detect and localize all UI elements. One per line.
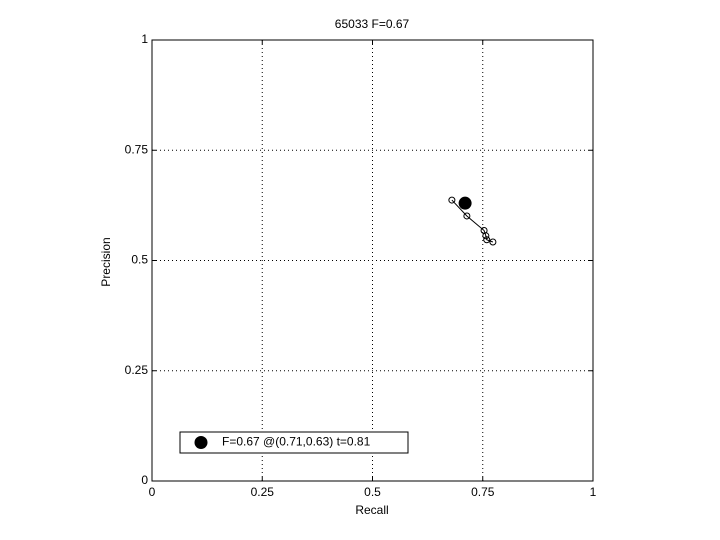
legend-box: [179, 431, 409, 454]
y-tick-label: 0.25: [125, 363, 149, 377]
point: [448, 196, 456, 204]
y-tick-label: 1: [141, 32, 148, 46]
legend-marker: [194, 436, 208, 449]
y-tick-label: 0.75: [125, 142, 149, 156]
x-tick-label: 0: [149, 485, 156, 499]
point: [489, 238, 497, 246]
point: [482, 232, 490, 240]
y-tick-label: 0.5: [131, 253, 148, 267]
chart-title: 65033 F=0.67: [335, 17, 410, 31]
y-axis-label: Precision: [99, 237, 113, 286]
plot-frame: [151, 39, 594, 482]
best-point: [458, 196, 472, 210]
x-axis-label: Recall: [355, 503, 388, 517]
legend: F=0.67 @(0.71,0.63) t=0.81: [179, 431, 409, 454]
x-tick-label: 0.5: [364, 485, 381, 499]
x-tick-label: 1: [590, 485, 597, 499]
point: [463, 212, 471, 220]
point: [483, 236, 491, 244]
legend-label: F=0.67 @(0.71,0.63) t=0.81: [222, 435, 371, 449]
x-tick-label: 0.75: [471, 485, 495, 499]
y-tick-label: 0: [141, 473, 148, 487]
x-tick-label: 0.25: [251, 485, 275, 499]
